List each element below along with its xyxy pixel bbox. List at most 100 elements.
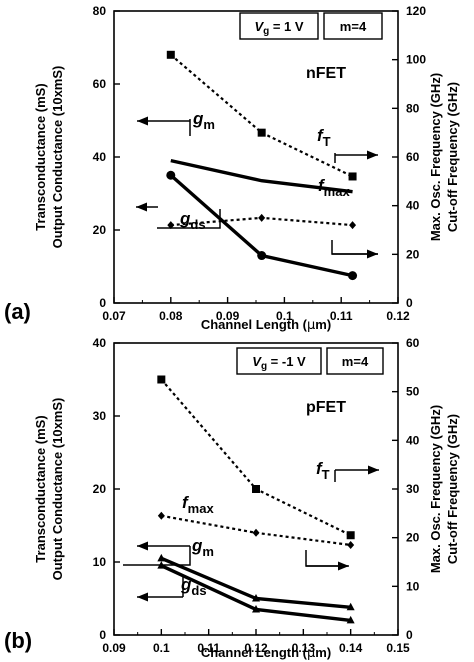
y-right-label-1: Max. Osc. Frequency (GHz) bbox=[428, 73, 443, 241]
panel-letter: (a) bbox=[4, 299, 31, 324]
point-f_max bbox=[349, 221, 357, 230]
multiplicity-label: m=4 bbox=[342, 354, 369, 369]
point-g_ds bbox=[257, 251, 267, 261]
series-f_T bbox=[157, 375, 355, 540]
axis-arrows bbox=[123, 465, 379, 602]
point-f_max bbox=[252, 528, 260, 537]
fmax-arrow-head bbox=[367, 249, 378, 259]
series-label-f_max: fmax bbox=[182, 493, 214, 516]
series-label-f_max: fmax bbox=[318, 176, 350, 199]
series-g_m bbox=[170, 158, 353, 194]
point-f_T bbox=[348, 172, 357, 181]
x-tick-label: 0.13 bbox=[292, 641, 316, 655]
y-right-tick-label: 120 bbox=[406, 4, 426, 18]
point-f_T bbox=[157, 375, 166, 384]
panel-letter: (b) bbox=[4, 628, 32, 653]
series-label-g_ds: gds bbox=[180, 575, 207, 598]
point-g_ds bbox=[348, 271, 358, 281]
y-left-tick-label: 0 bbox=[99, 628, 106, 642]
x-tick-label: 0.12 bbox=[386, 309, 410, 323]
x-tick-label: 0.1 bbox=[153, 641, 170, 655]
device-label: nFET bbox=[306, 65, 346, 82]
x-axis-label: Channel Length (μm) bbox=[201, 317, 331, 333]
y-left-label-1: Transconductance (mS) bbox=[33, 415, 48, 562]
y-left-label-1: Transconductance (mS) bbox=[33, 83, 48, 230]
multiplicity-box bbox=[326, 347, 384, 375]
y-right-tick-label: 0 bbox=[406, 296, 413, 310]
y-left-tick-label: 80 bbox=[93, 4, 107, 18]
y-left-tick-label: 20 bbox=[93, 223, 107, 237]
y-right-tick-label: 50 bbox=[406, 385, 420, 399]
gds-bracket bbox=[157, 209, 221, 229]
y-left-label-2: Output Conductance (10xmS) bbox=[50, 66, 65, 249]
point-f_max bbox=[167, 221, 175, 230]
y-left-tick-label: 40 bbox=[93, 336, 107, 350]
y-right-tick-label: 40 bbox=[406, 199, 420, 213]
x-tick-label: 0.09 bbox=[102, 641, 126, 655]
x-tick-label: 0.11 bbox=[330, 309, 353, 323]
y-right-tick-label: 60 bbox=[406, 150, 420, 164]
series-label-g_m: gm bbox=[191, 536, 214, 559]
y-left-tick-label: 20 bbox=[93, 482, 107, 496]
point-f_T bbox=[166, 50, 175, 59]
series-label-f_T: fT bbox=[317, 126, 331, 149]
plot-frame bbox=[113, 10, 399, 304]
series-g_m bbox=[157, 553, 355, 611]
point-g_m bbox=[346, 602, 355, 611]
y-right-tick-label: 100 bbox=[406, 53, 426, 67]
axis-arrows bbox=[136, 116, 378, 259]
device-label: pFET bbox=[306, 399, 346, 416]
gm-arrow-head bbox=[137, 541, 148, 551]
series-label-g_m: gm bbox=[192, 109, 215, 132]
multiplicity-label: m=4 bbox=[340, 19, 367, 34]
x-tick-label: 0.09 bbox=[216, 309, 240, 323]
gds-arrow-head bbox=[136, 202, 147, 212]
series-line-f_T bbox=[170, 53, 354, 178]
point-f_T bbox=[346, 531, 355, 540]
x-tick-label: 0.12 bbox=[244, 641, 268, 655]
x-tick-label: 0.15 bbox=[386, 641, 410, 655]
point-g_m bbox=[157, 553, 166, 562]
series-g_ds bbox=[166, 170, 358, 281]
chart-panel-2: 0.09 0.1 0.11 0.12 0.13 0.14 0.150102030400102… bbox=[4, 336, 460, 661]
point-f_max bbox=[347, 540, 355, 549]
y-right-tick-label: 0 bbox=[406, 628, 413, 642]
y-right-tick-label: 20 bbox=[406, 247, 420, 261]
y-right-tick-label: 20 bbox=[406, 531, 420, 545]
x-tick-label: 0.11 bbox=[197, 641, 220, 655]
y-right-tick-label: 80 bbox=[406, 101, 420, 115]
y-left-tick-label: 0 bbox=[99, 296, 106, 310]
y-right-tick-label: 10 bbox=[406, 579, 420, 593]
gate-voltage-label: Vg = -1 V bbox=[252, 354, 306, 372]
y-right-label-1: Max. Osc. Frequency (GHz) bbox=[428, 405, 443, 573]
y-left-tick-label: 60 bbox=[93, 77, 107, 91]
point-g_ds bbox=[346, 615, 355, 624]
fmax-arrow-head bbox=[338, 561, 349, 571]
fT-arrow-head bbox=[367, 150, 378, 160]
fT-arrow-head bbox=[368, 465, 379, 475]
y-right-tick-label: 60 bbox=[406, 336, 420, 350]
gate-voltage-box bbox=[239, 12, 319, 40]
point-f_max bbox=[258, 213, 266, 222]
gds-arrow-head bbox=[137, 592, 148, 602]
y-left-tick-label: 30 bbox=[93, 409, 107, 423]
gate-voltage-box bbox=[236, 347, 322, 375]
point-g_m bbox=[252, 594, 260, 602]
series-f_T bbox=[166, 50, 357, 181]
gate-voltage-label: Vg = 1 V bbox=[254, 19, 303, 37]
y-left-tick-label: 40 bbox=[93, 150, 107, 164]
x-tick-label: 0.08 bbox=[159, 309, 183, 323]
point-f_max bbox=[157, 511, 165, 520]
y-right-label-2: Cut-off Frequency (GHz) bbox=[445, 82, 460, 232]
point-f_T bbox=[252, 485, 260, 493]
gm-bracket bbox=[123, 546, 191, 566]
series-f_max bbox=[157, 511, 355, 549]
point-f_T bbox=[257, 128, 266, 137]
series-label-f_T: fT bbox=[316, 459, 330, 482]
gm-arrow-head bbox=[137, 116, 148, 126]
series-f_max bbox=[167, 213, 357, 230]
x-tick-label: 0.1 bbox=[276, 309, 293, 323]
y-left-tick-label: 10 bbox=[93, 555, 107, 569]
point-g_ds bbox=[166, 170, 176, 180]
